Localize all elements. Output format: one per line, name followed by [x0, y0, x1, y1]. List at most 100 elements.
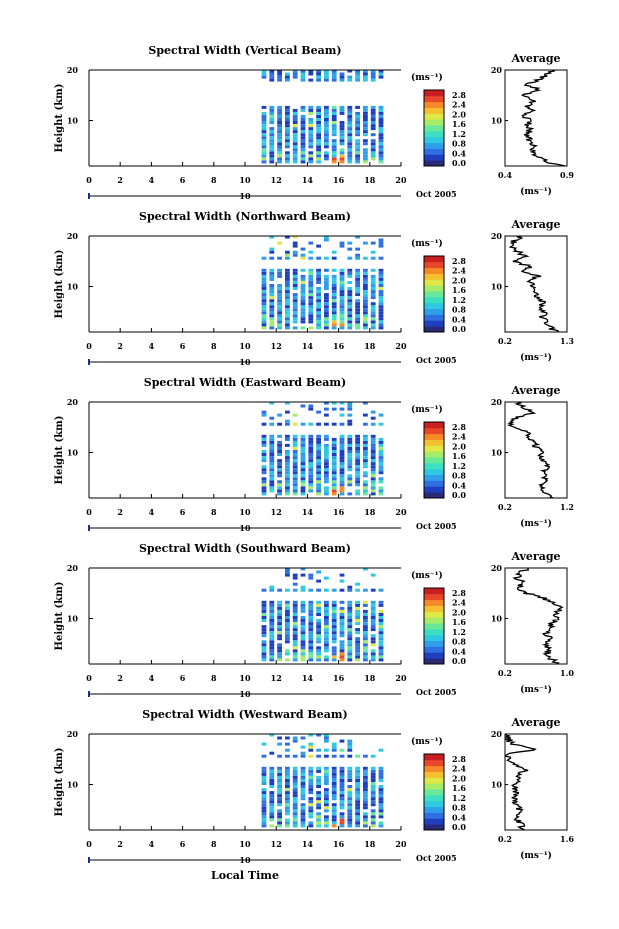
heatmap-cell	[331, 655, 337, 659]
heatmap-cell	[331, 145, 337, 149]
heatmap-cell	[300, 274, 306, 278]
heatmap-cell	[331, 782, 337, 785]
heatmap-cell	[347, 256, 353, 260]
heatmap-cell	[308, 121, 314, 124]
heatmap-cell	[331, 296, 337, 300]
x-tick-label: 16	[333, 341, 345, 351]
heatmap-cell	[285, 573, 290, 577]
heatmap-cell	[324, 492, 329, 496]
heatmap-cell	[370, 326, 376, 330]
heatmap-cell	[308, 652, 314, 656]
x-tick-label: 8	[211, 507, 217, 517]
heatmap-cell	[324, 142, 329, 146]
heatmap-cell	[300, 284, 306, 287]
heatmap-cell	[269, 471, 275, 475]
heatmap-cell	[292, 779, 298, 782]
heatmap-cell	[285, 437, 290, 441]
heatmap-cell	[339, 788, 345, 792]
heatmap-cell	[308, 290, 314, 294]
heatmap-cell	[363, 456, 368, 460]
average-profile-line	[506, 401, 554, 499]
heatmap-cell	[285, 567, 290, 571]
colorbar-tick-label: 0.4	[452, 812, 466, 822]
heatmap-cell	[261, 268, 267, 272]
heatmap-cell	[355, 127, 360, 131]
heatmap-cell	[292, 600, 298, 604]
heatmap-cell	[324, 407, 329, 411]
heatmap-cell	[277, 308, 282, 312]
heatmap-cell	[316, 631, 321, 635]
heatmap-cell	[378, 492, 384, 496]
heatmap-cell	[355, 474, 360, 478]
heatmap-cell	[363, 154, 368, 158]
heatmap-cell	[285, 637, 290, 641]
heatmap-cell	[316, 619, 321, 622]
heatmap-cell	[316, 453, 321, 456]
heatmap-cell	[300, 247, 306, 251]
heatmap-cell	[331, 471, 337, 475]
heatmap-cell	[277, 78, 282, 82]
heatmap-cell	[316, 622, 321, 626]
heatmap-cell	[300, 268, 306, 272]
heatmap-cell	[370, 477, 376, 481]
heatmap-cell	[292, 281, 298, 284]
heatmap-cell	[355, 443, 360, 447]
heatmap-cell	[363, 453, 368, 456]
heatmap-cell	[269, 299, 275, 303]
heatmap-cell	[300, 640, 306, 644]
heatmap-cell	[277, 434, 282, 438]
heatmap-cell	[324, 631, 329, 635]
heatmap-cell	[308, 748, 314, 752]
heatmap-cell	[331, 440, 337, 444]
heatmap-cell	[261, 772, 267, 776]
heatmap-cell	[339, 634, 345, 638]
heatmap-cell	[347, 609, 353, 613]
heatmap-cell	[308, 274, 314, 278]
heatmap-cell	[316, 148, 321, 152]
colorbar-frame	[423, 587, 445, 665]
heatmap-cell	[324, 576, 329, 580]
heatmap-cell	[316, 818, 321, 822]
heatmap-cell	[363, 130, 368, 134]
heatmap-cell	[355, 655, 360, 659]
heatmap-cell	[339, 450, 345, 453]
heatmap-cell	[308, 631, 314, 635]
heatmap-cell	[324, 450, 329, 453]
heatmap-cell	[324, 616, 329, 619]
heatmap-cell	[277, 284, 282, 287]
colorbar-swatch	[424, 291, 444, 298]
heatmap-cell	[316, 471, 321, 475]
heatmap-cell	[355, 256, 360, 260]
heatmap-cell	[261, 72, 267, 76]
heatmap-cell	[316, 317, 321, 321]
heatmap-cell	[269, 453, 275, 456]
heatmap-cell	[355, 465, 360, 469]
average-x-tick-label: 1.2	[560, 502, 574, 512]
heatmap-cell	[300, 803, 306, 807]
heatmap-cell	[370, 268, 376, 272]
heatmap-cell	[308, 658, 314, 662]
heatmap-cell	[370, 616, 376, 619]
heatmap-cell	[363, 450, 368, 453]
heatmap-cell	[355, 290, 360, 294]
heatmap-cell	[347, 640, 353, 644]
heatmap-cell	[378, 157, 384, 161]
heatmap-cell	[355, 622, 360, 626]
heatmap-cell	[324, 453, 329, 456]
heatmap-cell	[339, 579, 345, 583]
heatmap-cell	[339, 779, 345, 782]
heatmap-cell	[355, 616, 360, 619]
heatmap-cell	[331, 302, 337, 306]
heatmap-cell	[347, 124, 353, 128]
colorbar-tick-label: 1.2	[452, 129, 466, 139]
heatmap-cell	[308, 480, 314, 484]
heatmap-cell	[269, 751, 275, 755]
heatmap-cell	[269, 477, 275, 481]
heatmap-cell	[324, 634, 329, 638]
heatmap-cell	[378, 821, 384, 825]
heatmap-cell	[324, 311, 329, 315]
heatmap-cell	[331, 108, 337, 112]
heatmap-cell	[300, 769, 306, 773]
colorbar-swatch	[424, 308, 444, 315]
heatmap-cell	[269, 268, 275, 272]
